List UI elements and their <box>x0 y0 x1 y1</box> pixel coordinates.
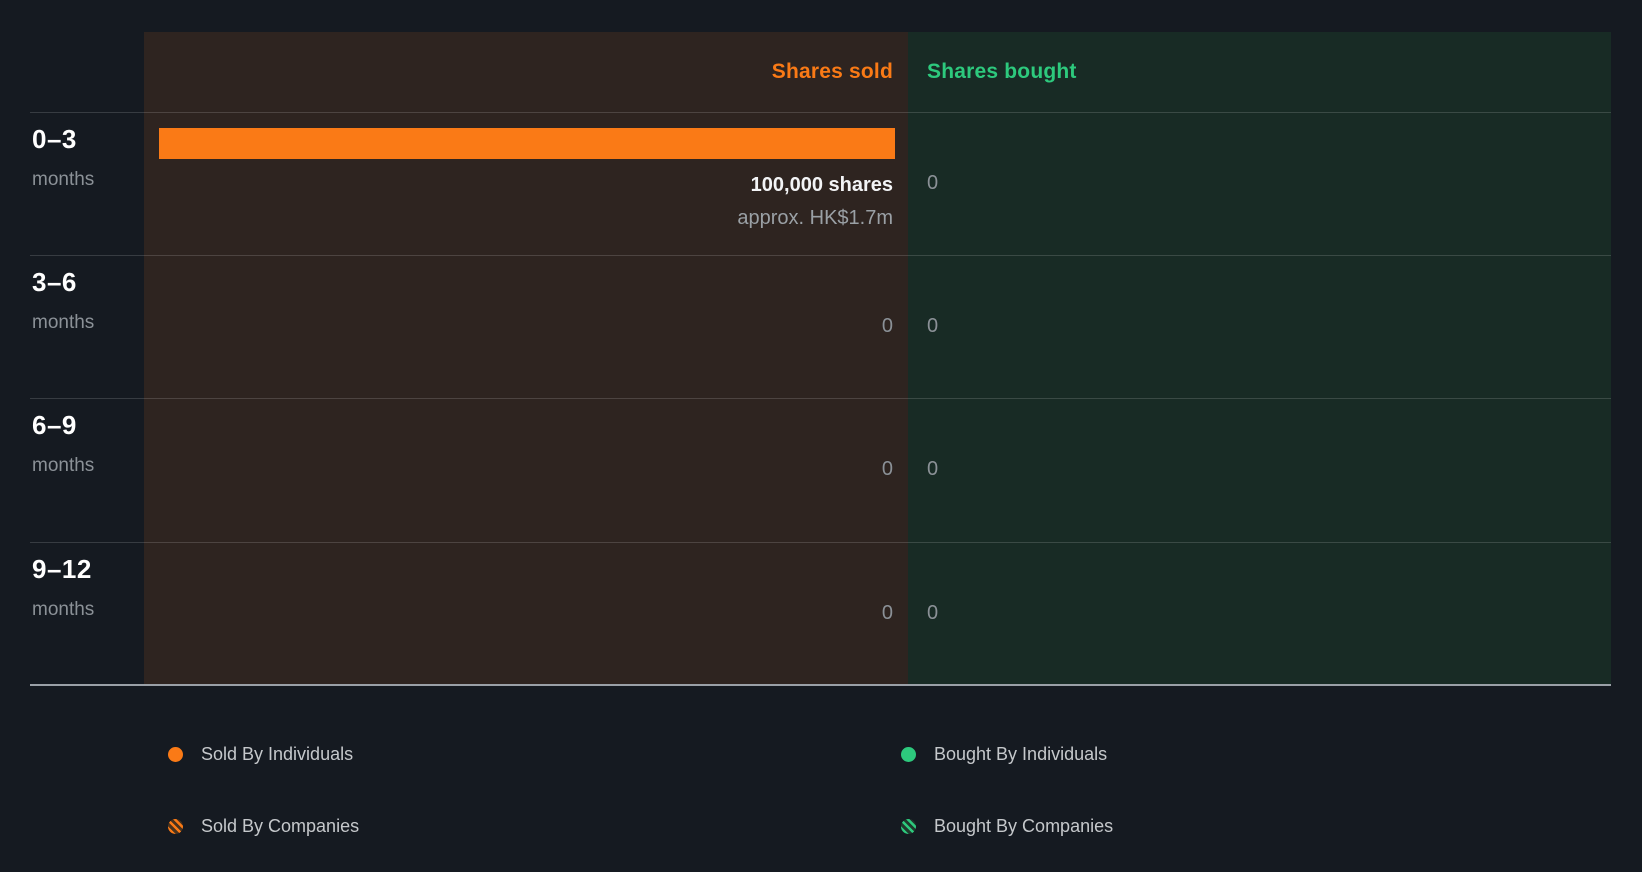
shares-bought-header: Shares bought <box>927 60 1077 83</box>
row-label-0-3-months: 0–3 months <box>32 124 94 191</box>
sold-values-0-3-months: 100,000 shares approx. HK$1.7m <box>144 169 893 235</box>
legend-item-sold-by-individuals[interactable]: Sold By Individuals <box>168 739 353 769</box>
period-range: 3–6 <box>32 267 77 297</box>
legend-label: Bought By Individuals <box>934 743 1108 764</box>
sold-shares-value: 100,000 shares <box>750 174 893 196</box>
period-unit: months <box>32 599 95 620</box>
sold-value-3-6-months: 0 <box>881 315 893 337</box>
legend-label: Sold By Companies <box>201 815 360 836</box>
bought-value-9-12-months: 0 <box>927 602 939 624</box>
row-label-3-6-months: 3–6 months <box>32 267 94 334</box>
sold-value-9-12-months: 0 <box>881 602 893 624</box>
period-unit: months <box>32 455 95 476</box>
chart-baseline <box>30 684 1611 686</box>
legend-item-bought-by-individuals[interactable]: Bought By Individuals <box>901 739 1107 769</box>
bought-individuals-swatch-icon <box>901 746 916 762</box>
shares-sold-header: Shares sold <box>771 60 893 83</box>
period-unit: months <box>32 312 95 333</box>
period-range: 6–9 <box>32 410 77 440</box>
row-label-9-12-months: 9–12 months <box>32 554 94 621</box>
bought-value-0-3-months: 0 <box>927 172 939 194</box>
bought-value-3-6-months: 0 <box>927 315 939 337</box>
sold-individuals-swatch-icon <box>168 746 183 762</box>
sold-companies-swatch-icon <box>168 818 183 834</box>
period-range: 9–12 <box>32 554 92 584</box>
legend-label: Bought By Companies <box>934 815 1114 836</box>
sold-bar-0-3-months[interactable] <box>159 128 895 159</box>
row-divider <box>30 398 1611 399</box>
row-divider <box>30 255 1611 256</box>
row-divider <box>30 542 1611 543</box>
bought-companies-swatch-icon <box>901 818 916 834</box>
sold-value-6-9-months: 0 <box>881 458 893 480</box>
bought-value-6-9-months: 0 <box>927 458 939 480</box>
period-range: 0–3 <box>32 124 77 154</box>
shares-bought-panel <box>908 32 1611 684</box>
legend-item-bought-by-companies[interactable]: Bought By Companies <box>901 811 1113 841</box>
sold-approx-value: approx. HK$1.7m <box>737 207 893 229</box>
row-divider <box>30 112 1611 113</box>
period-unit: months <box>32 169 95 190</box>
legend-label: Sold By Individuals <box>201 743 354 764</box>
row-label-6-9-months: 6–9 months <box>32 410 94 477</box>
legend-item-sold-by-companies[interactable]: Sold By Companies <box>168 811 359 841</box>
